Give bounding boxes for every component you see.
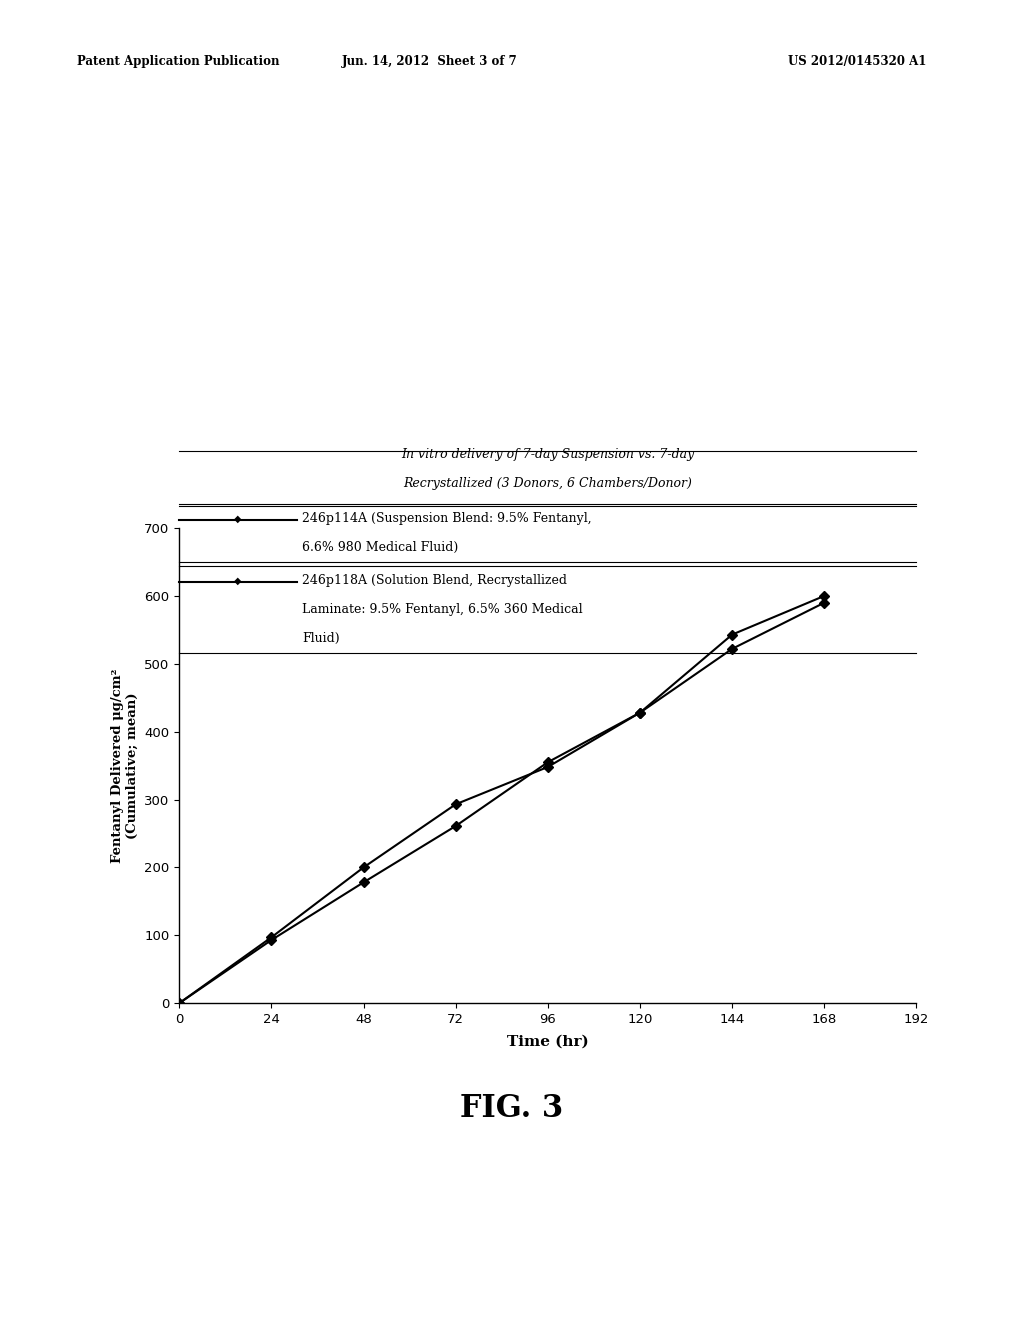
Text: 246p118A (Solution Blend, Recrystallized: 246p118A (Solution Blend, Recrystallized [302,574,567,587]
Text: ◆: ◆ [234,576,242,586]
Text: US 2012/0145320 A1: US 2012/0145320 A1 [788,55,927,69]
Y-axis label: Fentanyl Delivered μg/cm²
(Cumulative; mean): Fentanyl Delivered μg/cm² (Cumulative; m… [111,668,138,863]
Text: 6.6% 980 Medical Fluid): 6.6% 980 Medical Fluid) [302,541,459,554]
X-axis label: Time (hr): Time (hr) [507,1035,589,1048]
Text: FIG. 3: FIG. 3 [461,1093,563,1125]
Text: Jun. 14, 2012  Sheet 3 of 7: Jun. 14, 2012 Sheet 3 of 7 [342,55,518,69]
Text: Laminate: 9.5% Fentanyl, 6.5% 360 Medical: Laminate: 9.5% Fentanyl, 6.5% 360 Medica… [302,603,583,616]
Text: Patent Application Publication: Patent Application Publication [77,55,280,69]
Text: Recrystallized (3 Donors, 6 Chambers/Donor): Recrystallized (3 Donors, 6 Chambers/Don… [403,477,692,490]
Text: ◆: ◆ [234,513,242,524]
Text: 246p114A (Suspension Blend: 9.5% Fentanyl,: 246p114A (Suspension Blend: 9.5% Fentany… [302,512,592,525]
Text: Fluid): Fluid) [302,632,340,645]
Text: In vitro delivery of 7-day Suspension vs. 7-day: In vitro delivery of 7-day Suspension vs… [401,447,694,461]
